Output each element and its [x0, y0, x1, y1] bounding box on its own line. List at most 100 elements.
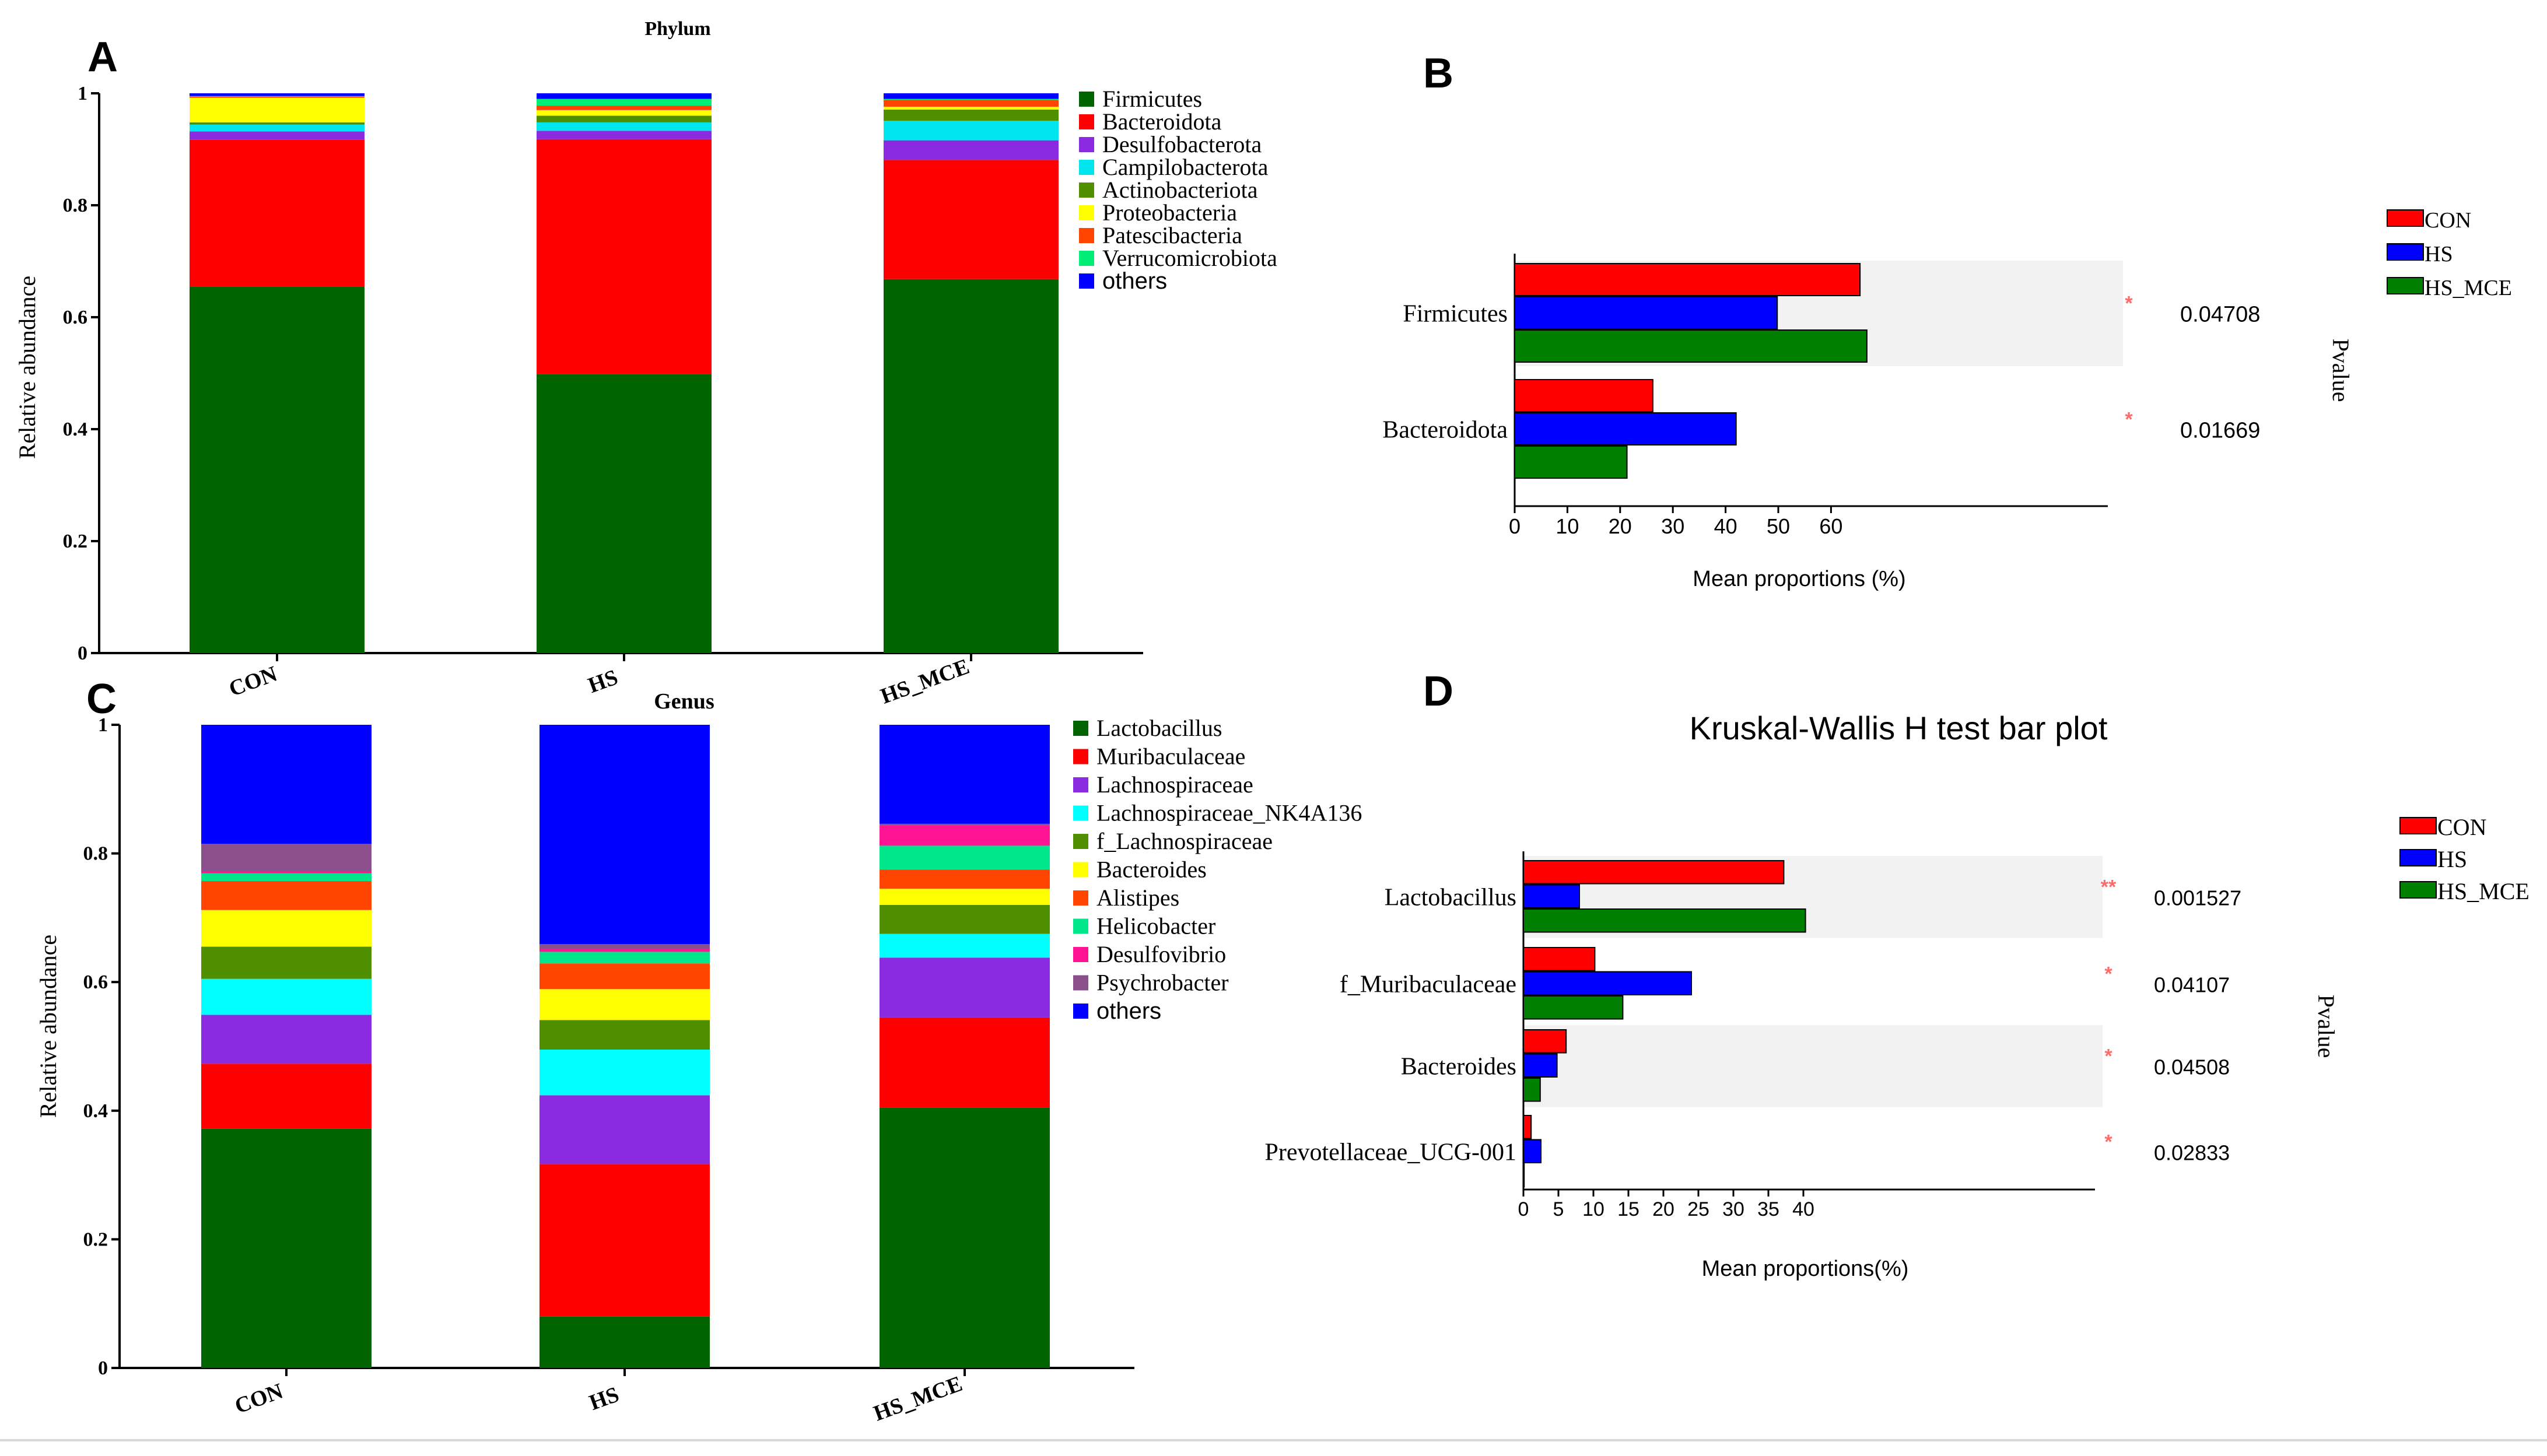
panel-b-x-axis-label: Mean proportions (%)	[1693, 567, 1905, 591]
panel-a-y-axis-label: Relative abundance	[14, 276, 40, 459]
panel-a-legend-label-bacteroidota: Bacteroidota	[1102, 108, 1222, 135]
panel-a-bar-segment-hs-desulfobacterota	[537, 131, 712, 139]
panel-c-bar-segment-hs-others	[539, 725, 710, 945]
panel-c-legend-label-f-lachnospiraceae: f_Lachnospiraceae	[1096, 828, 1273, 854]
panel-b-significance-mark: *	[2125, 409, 2133, 431]
panel-a-legend-swatch-bacteroidota	[1079, 114, 1094, 129]
panel-c-bar-segment-con-lachnospiraceae-nk4a136	[201, 978, 372, 1015]
panel-d-legend-swatch-hs-mce	[2399, 881, 2437, 899]
panel-c-bar-segment-hs-lachnospiraceae-nk4a136	[539, 1050, 710, 1096]
panel-d-row-shading	[1523, 1025, 2103, 1107]
panel-c-bar-segment-con-lachnospiraceae	[201, 1015, 372, 1064]
panel-a-legend-swatch-desulfobacterota	[1079, 137, 1094, 152]
panel-d-significance-mark: *	[2104, 1045, 2112, 1067]
panel-b-x-tick-label: 10	[1555, 514, 1579, 538]
panel-d-x-tick-label: 0	[1518, 1198, 1529, 1220]
panel-a-bar-segment-hs-mce-firmicutes	[884, 279, 1059, 654]
panel-b-bar-firmicutes-con	[1514, 263, 1861, 296]
panel-b-legend-label-hs: HS	[2425, 242, 2453, 266]
panel-d-x-tick-label: 35	[1757, 1198, 1779, 1220]
panel-d-significance-mark: *	[2104, 963, 2112, 985]
panel-a-title: Phylum	[644, 18, 710, 40]
panel-d-pvalue-label: 0.04508	[2154, 1055, 2230, 1079]
panel-a-legend-swatch-others	[1079, 273, 1094, 289]
panel-c-legend-swatch-helicobacter	[1073, 918, 1088, 934]
panel-d-significance-mark: **	[2101, 876, 2117, 898]
panel-d-x-axis-label: Mean proportions(%)	[1702, 1257, 1909, 1281]
panel-letter-a: A	[87, 34, 118, 80]
panel-c-legend-swatch-desulfovibrio	[1073, 947, 1088, 962]
panel-a-bar-segment-hs-mce-proteobacteria	[884, 107, 1059, 110]
panel-c-legend-swatch-bacteroides	[1073, 862, 1088, 878]
panel-b-category-label-bacteroidota: Bacteroidota	[1382, 417, 1508, 444]
panel-d-legend-label-con: CON	[2437, 814, 2486, 840]
panel-a-bar-segment-hs-mce-campilobacterota	[884, 121, 1059, 141]
panel-c-legend-label-lactobacillus: Lactobacillus	[1096, 715, 1222, 741]
panel-c-bar-segment-hs-mce-others	[880, 725, 1050, 824]
panel-d-bar-f-muribaculaceae-hs-mce	[1523, 995, 1624, 1020]
panel-c-bar-segment-hs-muribaculaceae	[539, 1164, 710, 1317]
panel-a-legend-swatch-patescibacteria	[1079, 228, 1094, 243]
panel-a-bar-segment-hs-verrucomicrobiota	[537, 99, 712, 106]
panel-c-bar-segment-con-helicobacter	[201, 873, 372, 882]
panel-c-y-axis-label: Relative abundance	[35, 935, 61, 1118]
panel-c-y-tick-label: 0.2	[83, 1229, 108, 1250]
panel-d-bar-prevotellaceae-ucg-001-hs-mce	[1523, 1163, 1525, 1188]
panel-d-legend-swatch-con	[2399, 817, 2437, 834]
panel-a-legend-swatch-proteobacteria	[1079, 205, 1094, 220]
panel-c-bar-segment-con-others	[201, 725, 372, 844]
panel-c-legend-label-others: others	[1096, 998, 1161, 1024]
panel-d-legend-swatch-hs	[2399, 849, 2437, 866]
panel-a-bar-segment-con-firmicutes	[190, 286, 365, 653]
panel-b-legend-swatch-hs-mce	[2387, 277, 2424, 294]
panel-c-bar-segment-hs-mce-muribaculaceae	[880, 1017, 1050, 1108]
panel-a-legend-label-verrucomicrobiota: Verrucomicrobiota	[1102, 245, 1277, 271]
panel-a-legend-swatch-verrucomicrobiota	[1079, 251, 1094, 266]
panel-d-bar-prevotellaceae-ucg-001-hs	[1523, 1139, 1541, 1163]
panel-d-x-tick-label: 20	[1652, 1198, 1674, 1220]
panel-d-category-label-prevotellaceae-ucg-001: Prevotellaceae_UCG-001	[1264, 1139, 1516, 1166]
panel-c-bar-segment-hs-desulfovibrio	[539, 949, 710, 952]
panel-a-bar-segment-hs-bacteroidota	[537, 139, 712, 374]
panel-c-legend-swatch-others	[1073, 1004, 1088, 1019]
panel-c-y-tick-label: 1	[98, 714, 108, 736]
panel-a-y-tick-label: 0.4	[63, 419, 88, 440]
panel-d-legend-label-hs: HS	[2437, 846, 2467, 872]
panel-d-legend-label-hs-mce: HS_MCE	[2437, 878, 2530, 904]
panel-a-legend-swatch-campilobacterota	[1079, 160, 1094, 175]
panel-a-legend-label-desulfobacterota: Desulfobacterota	[1102, 131, 1262, 157]
panel-a-legend-swatch-actinobacteriota	[1079, 183, 1094, 198]
panel-a-y-tick-label: 0	[78, 643, 87, 664]
panel-c-legend-label-lachnospiraceae: Lachnospiraceae	[1096, 771, 1253, 798]
panel-c-legend-label-bacteroides: Bacteroides	[1096, 857, 1207, 883]
panel-b-phylum-test-bar: Mean proportions (%) Pvalue 0 10 20 30 40 50 6…	[1382, 208, 2512, 591]
panel-a-y-tick-label: 1	[78, 83, 87, 104]
panel-b-x-tick-label: 60	[1819, 514, 1842, 538]
panel-b-x-tick-label: 0	[1509, 514, 1521, 538]
panel-b-legend-swatch-hs	[2387, 243, 2424, 261]
panel-c-bar-segment-hs-mce-desulfovibrio	[880, 825, 1050, 846]
panel-a-bar-segment-hs-actinobacteriota	[537, 115, 712, 122]
panel-letter-b: B	[1423, 50, 1453, 97]
panel-d-category-label-f-muribaculaceae: f_Muribaculaceae	[1340, 971, 1516, 998]
panel-d-bar-lactobacillus-con	[1523, 860, 1785, 885]
panel-a-x-category-label: HS	[585, 665, 621, 698]
panel-d-x-tick-label: 5	[1553, 1198, 1564, 1220]
panel-c-legend-label-psychrobacter: Psychrobacter	[1096, 970, 1229, 996]
panel-a-bar-segment-con-verrucomicrobiota	[190, 96, 365, 97]
panel-c-bar-segment-hs-lachnospiraceae	[539, 1095, 710, 1164]
panel-b-x-tick-label: 40	[1714, 514, 1737, 538]
panel-d-pvalue-label: 0.02833	[2154, 1141, 2230, 1164]
panel-a-bar-segment-hs-mce-patescibacteria	[884, 100, 1059, 107]
panel-c-genus-stacked-bar: Genus Relative abundance 0 0.2 0.4 0.6 0.8 1 C…	[35, 689, 1362, 1426]
panel-c-bar-segment-con-muribaculaceae	[201, 1064, 372, 1129]
panel-b-x-tick-label: 30	[1661, 514, 1684, 538]
panel-a-bar-segment-hs-mce-verrucomicrobiota	[884, 99, 1059, 100]
panel-a-legend-label-others: others	[1102, 268, 1167, 294]
panel-d-bar-prevotellaceae-ucg-001-con	[1523, 1115, 1532, 1139]
panel-a-legend-label-proteobacteria: Proteobacteria	[1102, 199, 1237, 226]
panel-c-legend-swatch-muribaculaceae	[1073, 749, 1088, 764]
panel-b-bar-bacteroidota-con	[1514, 379, 1653, 412]
panel-d-category-label-lactobacillus: Lactobacillus	[1385, 884, 1516, 911]
